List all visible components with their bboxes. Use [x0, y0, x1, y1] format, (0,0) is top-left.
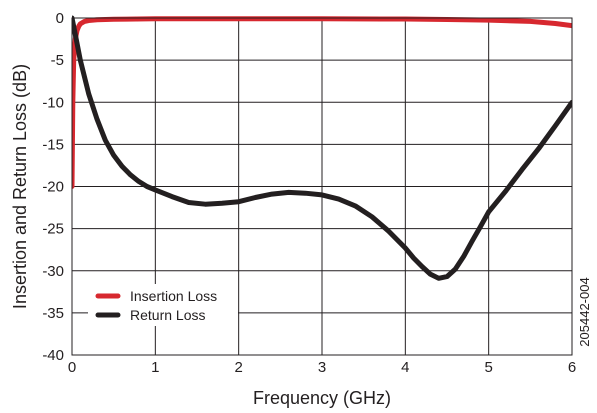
y-tick-label: -15	[42, 136, 64, 153]
x-tick-label: 1	[151, 359, 159, 376]
y-axis-label: Insertion and Return Loss (dB)	[10, 64, 30, 309]
y-tick-label: -35	[42, 305, 64, 322]
plot-frame	[71, 17, 573, 356]
x-tick-label: 5	[484, 359, 492, 376]
y-tick-label: -30	[42, 263, 64, 280]
x-tick-label: 0	[68, 359, 76, 376]
x-tick-label: 2	[234, 359, 242, 376]
y-tick-label: -5	[51, 52, 64, 69]
series-line-return-loss	[72, 15, 572, 281]
figure-id: 205442-004	[577, 277, 592, 346]
x-tick-label: 3	[318, 359, 326, 376]
y-tick-label: -20	[42, 179, 64, 196]
y-tick-label: -10	[42, 94, 64, 111]
legend-label-insertion-loss: Insertion Loss	[130, 288, 217, 304]
x-axis-label: Frequency (GHz)	[253, 388, 391, 408]
legend-label-return-loss: Return Loss	[130, 307, 205, 323]
y-tick-label: 0	[56, 10, 64, 27]
y-tick-label: -25	[42, 221, 64, 238]
series-lines	[72, 15, 572, 281]
x-tick-label: 6	[568, 359, 576, 376]
tick-labels: 0 1 2 3 4 5 6 0 -5 -10 -15 -20 -25 -30 -35 -40	[42, 10, 576, 376]
legend: Insertion Loss Return Loss	[88, 284, 238, 326]
legend-box	[88, 284, 238, 326]
x-tick-label: 4	[401, 359, 409, 376]
y-tick-label: -40	[42, 347, 64, 364]
